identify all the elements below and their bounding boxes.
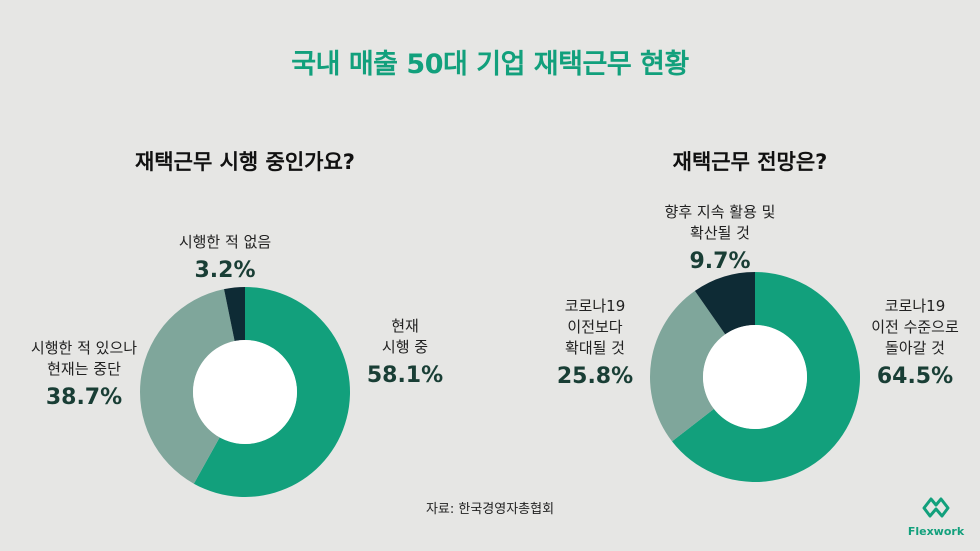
chart2-donut <box>650 272 860 482</box>
chart1-label-current-text: 현재 시행 중 <box>381 317 429 356</box>
chart2-label-expand-text: 코로나19 이전보다 확대될 것 <box>564 297 626 357</box>
brand-logo: Flexwork <box>906 494 966 538</box>
chart2-slice-0 <box>672 272 860 482</box>
chart1-label-stopped-text: 시행한 적 있으나 현재는 중단 <box>30 339 138 378</box>
chart1-label-current: 현재 시행 중 58.1% <box>345 316 465 389</box>
chart1-label-never: 시행한 적 없음 3.2% <box>155 232 295 284</box>
source-note: 자료: 한국경영자총협회 <box>425 502 555 517</box>
chart1-donut <box>140 287 350 497</box>
flexwork-logo-icon <box>922 497 950 518</box>
chart1-value-never: 3.2% <box>194 258 256 283</box>
chart2-label-continue: 향후 지속 활용 및 확산될 것 9.7% <box>640 202 800 275</box>
chart2-label-return: 코로나19 이전 수준으로 돌아갈 것 64.5% <box>855 296 975 390</box>
chart2-slice-2 <box>694 272 755 335</box>
chart1-value-current: 58.1% <box>366 363 444 388</box>
chart1-slice-2 <box>224 287 245 342</box>
chart2-slice-1 <box>650 290 726 442</box>
chart2-label-continue-text: 향후 지속 활용 및 확산될 것 <box>664 203 776 242</box>
chart2-label-return-text: 코로나19 이전 수준으로 돌아갈 것 <box>871 297 959 357</box>
chart1-value-stopped: 38.7% <box>45 385 123 410</box>
chart1-slice-1 <box>140 289 235 484</box>
chart2-value-continue: 9.7% <box>689 249 751 274</box>
page-title: 국내 매출 50대 기업 재택근무 현황 <box>291 49 689 80</box>
chart2-value-expand: 25.8% <box>556 364 634 389</box>
chart1-hole <box>193 340 297 444</box>
chart2-hole <box>703 325 807 429</box>
chart1-slice-0 <box>193 287 350 497</box>
chart1-label-never-text: 시행한 적 없음 <box>178 233 272 251</box>
chart2-value-return: 64.5% <box>876 364 954 389</box>
brand-name: Flexwork <box>907 525 965 538</box>
chart2-title: 재택근무 전망은? <box>672 150 828 174</box>
chart1-title: 재택근무 시행 중인가요? <box>134 150 355 174</box>
chart1-label-stopped: 시행한 적 있으나 현재는 중단 38.7% <box>14 338 154 411</box>
chart2-label-expand: 코로나19 이전보다 확대될 것 25.8% <box>540 296 650 390</box>
